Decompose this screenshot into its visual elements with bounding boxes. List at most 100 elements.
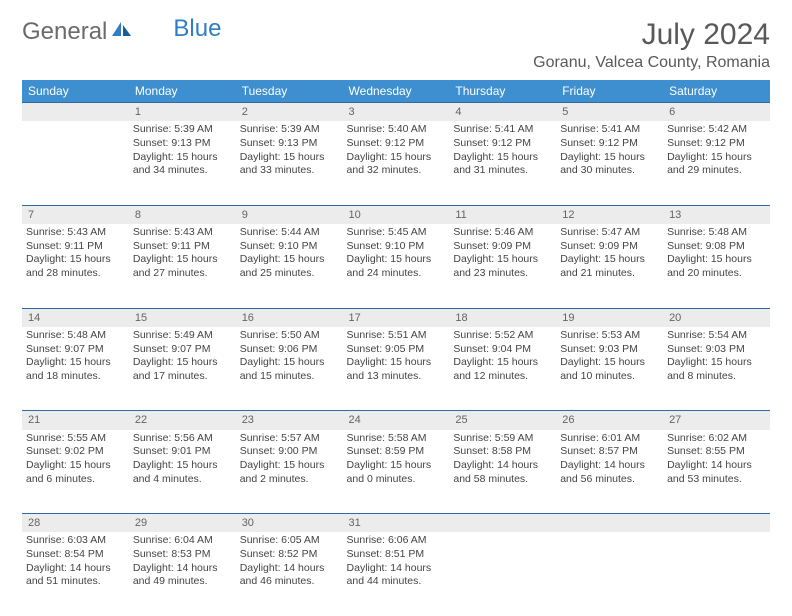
day1-text: Daylight: 15 hours	[347, 253, 446, 267]
sunrise-text: Sunrise: 6:03 AM	[26, 534, 125, 548]
sunrise-text: Sunrise: 5:54 AM	[667, 329, 766, 343]
day-number	[449, 514, 556, 533]
day1-text: Daylight: 14 hours	[133, 562, 232, 576]
day2-text: and 53 minutes.	[667, 473, 766, 487]
day-cell: Sunrise: 5:50 AMSunset: 9:06 PMDaylight:…	[236, 327, 343, 411]
weekday-header: Wednesday	[343, 80, 450, 103]
day-cell: Sunrise: 5:39 AMSunset: 9:13 PMDaylight:…	[129, 121, 236, 205]
day-number: 17	[343, 308, 450, 327]
day2-text: and 33 minutes.	[240, 164, 339, 178]
sunset-text: Sunset: 9:12 PM	[347, 137, 446, 151]
day-number: 28	[22, 514, 129, 533]
day-number: 14	[22, 308, 129, 327]
sunrise-text: Sunrise: 5:49 AM	[133, 329, 232, 343]
sunrise-text: Sunrise: 5:41 AM	[560, 123, 659, 137]
day-cell: Sunrise: 6:01 AMSunset: 8:57 PMDaylight:…	[556, 430, 663, 514]
day-cell: Sunrise: 5:53 AMSunset: 9:03 PMDaylight:…	[556, 327, 663, 411]
day-number-row: 123456	[22, 103, 770, 122]
day2-text: and 56 minutes.	[560, 473, 659, 487]
day-details-row: Sunrise: 5:48 AMSunset: 9:07 PMDaylight:…	[22, 327, 770, 411]
day-number: 20	[663, 308, 770, 327]
sunset-text: Sunset: 8:53 PM	[133, 548, 232, 562]
sunset-text: Sunset: 9:05 PM	[347, 343, 446, 357]
day-cell: Sunrise: 6:05 AMSunset: 8:52 PMDaylight:…	[236, 532, 343, 616]
sunset-text: Sunset: 8:57 PM	[560, 445, 659, 459]
day-cell: Sunrise: 6:06 AMSunset: 8:51 PMDaylight:…	[343, 532, 450, 616]
day1-text: Daylight: 15 hours	[26, 253, 125, 267]
day-number	[556, 514, 663, 533]
day1-text: Daylight: 15 hours	[26, 459, 125, 473]
sunrise-text: Sunrise: 6:01 AM	[560, 432, 659, 446]
day2-text: and 32 minutes.	[347, 164, 446, 178]
location-text: Goranu, Valcea County, Romania	[533, 54, 770, 72]
day-number: 9	[236, 205, 343, 224]
day1-text: Daylight: 15 hours	[26, 356, 125, 370]
sunrise-text: Sunrise: 5:55 AM	[26, 432, 125, 446]
sunset-text: Sunset: 9:09 PM	[560, 240, 659, 254]
day-number: 7	[22, 205, 129, 224]
sunrise-text: Sunrise: 5:48 AM	[667, 226, 766, 240]
day-cell: Sunrise: 5:54 AMSunset: 9:03 PMDaylight:…	[663, 327, 770, 411]
sunset-text: Sunset: 8:54 PM	[26, 548, 125, 562]
day-cell	[22, 121, 129, 205]
sunset-text: Sunset: 9:03 PM	[667, 343, 766, 357]
day2-text: and 30 minutes.	[560, 164, 659, 178]
sunrise-text: Sunrise: 5:56 AM	[133, 432, 232, 446]
weekday-header-row: Sunday Monday Tuesday Wednesday Thursday…	[22, 80, 770, 103]
day-number	[663, 514, 770, 533]
day-cell: Sunrise: 5:41 AMSunset: 9:12 PMDaylight:…	[556, 121, 663, 205]
sunrise-text: Sunrise: 5:43 AM	[26, 226, 125, 240]
sunset-text: Sunset: 9:12 PM	[453, 137, 552, 151]
day2-text: and 4 minutes.	[133, 473, 232, 487]
day-cell: Sunrise: 5:47 AMSunset: 9:09 PMDaylight:…	[556, 224, 663, 308]
day1-text: Daylight: 15 hours	[347, 151, 446, 165]
sunrise-text: Sunrise: 5:40 AM	[347, 123, 446, 137]
day-cell: Sunrise: 5:44 AMSunset: 9:10 PMDaylight:…	[236, 224, 343, 308]
day-cell: Sunrise: 5:57 AMSunset: 9:00 PMDaylight:…	[236, 430, 343, 514]
day1-text: Daylight: 15 hours	[133, 253, 232, 267]
day-cell: Sunrise: 5:43 AMSunset: 9:11 PMDaylight:…	[129, 224, 236, 308]
day-number-row: 28293031	[22, 514, 770, 533]
day-number: 6	[663, 103, 770, 122]
sunset-text: Sunset: 9:10 PM	[240, 240, 339, 254]
sunrise-text: Sunrise: 5:45 AM	[347, 226, 446, 240]
sunrise-text: Sunrise: 5:43 AM	[133, 226, 232, 240]
page-header: General Blue July 2024 Goranu, Valcea Co…	[22, 18, 770, 72]
day-number: 15	[129, 308, 236, 327]
day2-text: and 29 minutes.	[667, 164, 766, 178]
sunrise-text: Sunrise: 5:46 AM	[453, 226, 552, 240]
day-number: 10	[343, 205, 450, 224]
day-details-row: Sunrise: 5:55 AMSunset: 9:02 PMDaylight:…	[22, 430, 770, 514]
title-block: July 2024 Goranu, Valcea County, Romania	[533, 18, 770, 72]
day1-text: Daylight: 15 hours	[347, 356, 446, 370]
weekday-header: Friday	[556, 80, 663, 103]
brand-general: General	[22, 18, 107, 46]
day-cell: Sunrise: 5:52 AMSunset: 9:04 PMDaylight:…	[449, 327, 556, 411]
day2-text: and 8 minutes.	[667, 370, 766, 384]
day2-text: and 10 minutes.	[560, 370, 659, 384]
day-number: 12	[556, 205, 663, 224]
sunset-text: Sunset: 9:13 PM	[133, 137, 232, 151]
day2-text: and 0 minutes.	[347, 473, 446, 487]
sunset-text: Sunset: 9:01 PM	[133, 445, 232, 459]
day2-text: and 2 minutes.	[240, 473, 339, 487]
sunrise-text: Sunrise: 5:52 AM	[453, 329, 552, 343]
day-number: 2	[236, 103, 343, 122]
weekday-header: Saturday	[663, 80, 770, 103]
day-cell: Sunrise: 5:55 AMSunset: 9:02 PMDaylight:…	[22, 430, 129, 514]
day1-text: Daylight: 15 hours	[560, 253, 659, 267]
day1-text: Daylight: 15 hours	[347, 459, 446, 473]
day2-text: and 28 minutes.	[26, 267, 125, 281]
day1-text: Daylight: 14 hours	[347, 562, 446, 576]
weekday-header: Tuesday	[236, 80, 343, 103]
day-number	[22, 103, 129, 122]
sunset-text: Sunset: 9:13 PM	[240, 137, 339, 151]
day1-text: Daylight: 15 hours	[240, 151, 339, 165]
sunrise-text: Sunrise: 5:48 AM	[26, 329, 125, 343]
day-number: 30	[236, 514, 343, 533]
day-number-row: 14151617181920	[22, 308, 770, 327]
day2-text: and 49 minutes.	[133, 575, 232, 589]
day1-text: Daylight: 14 hours	[240, 562, 339, 576]
day1-text: Daylight: 14 hours	[26, 562, 125, 576]
sunset-text: Sunset: 8:51 PM	[347, 548, 446, 562]
